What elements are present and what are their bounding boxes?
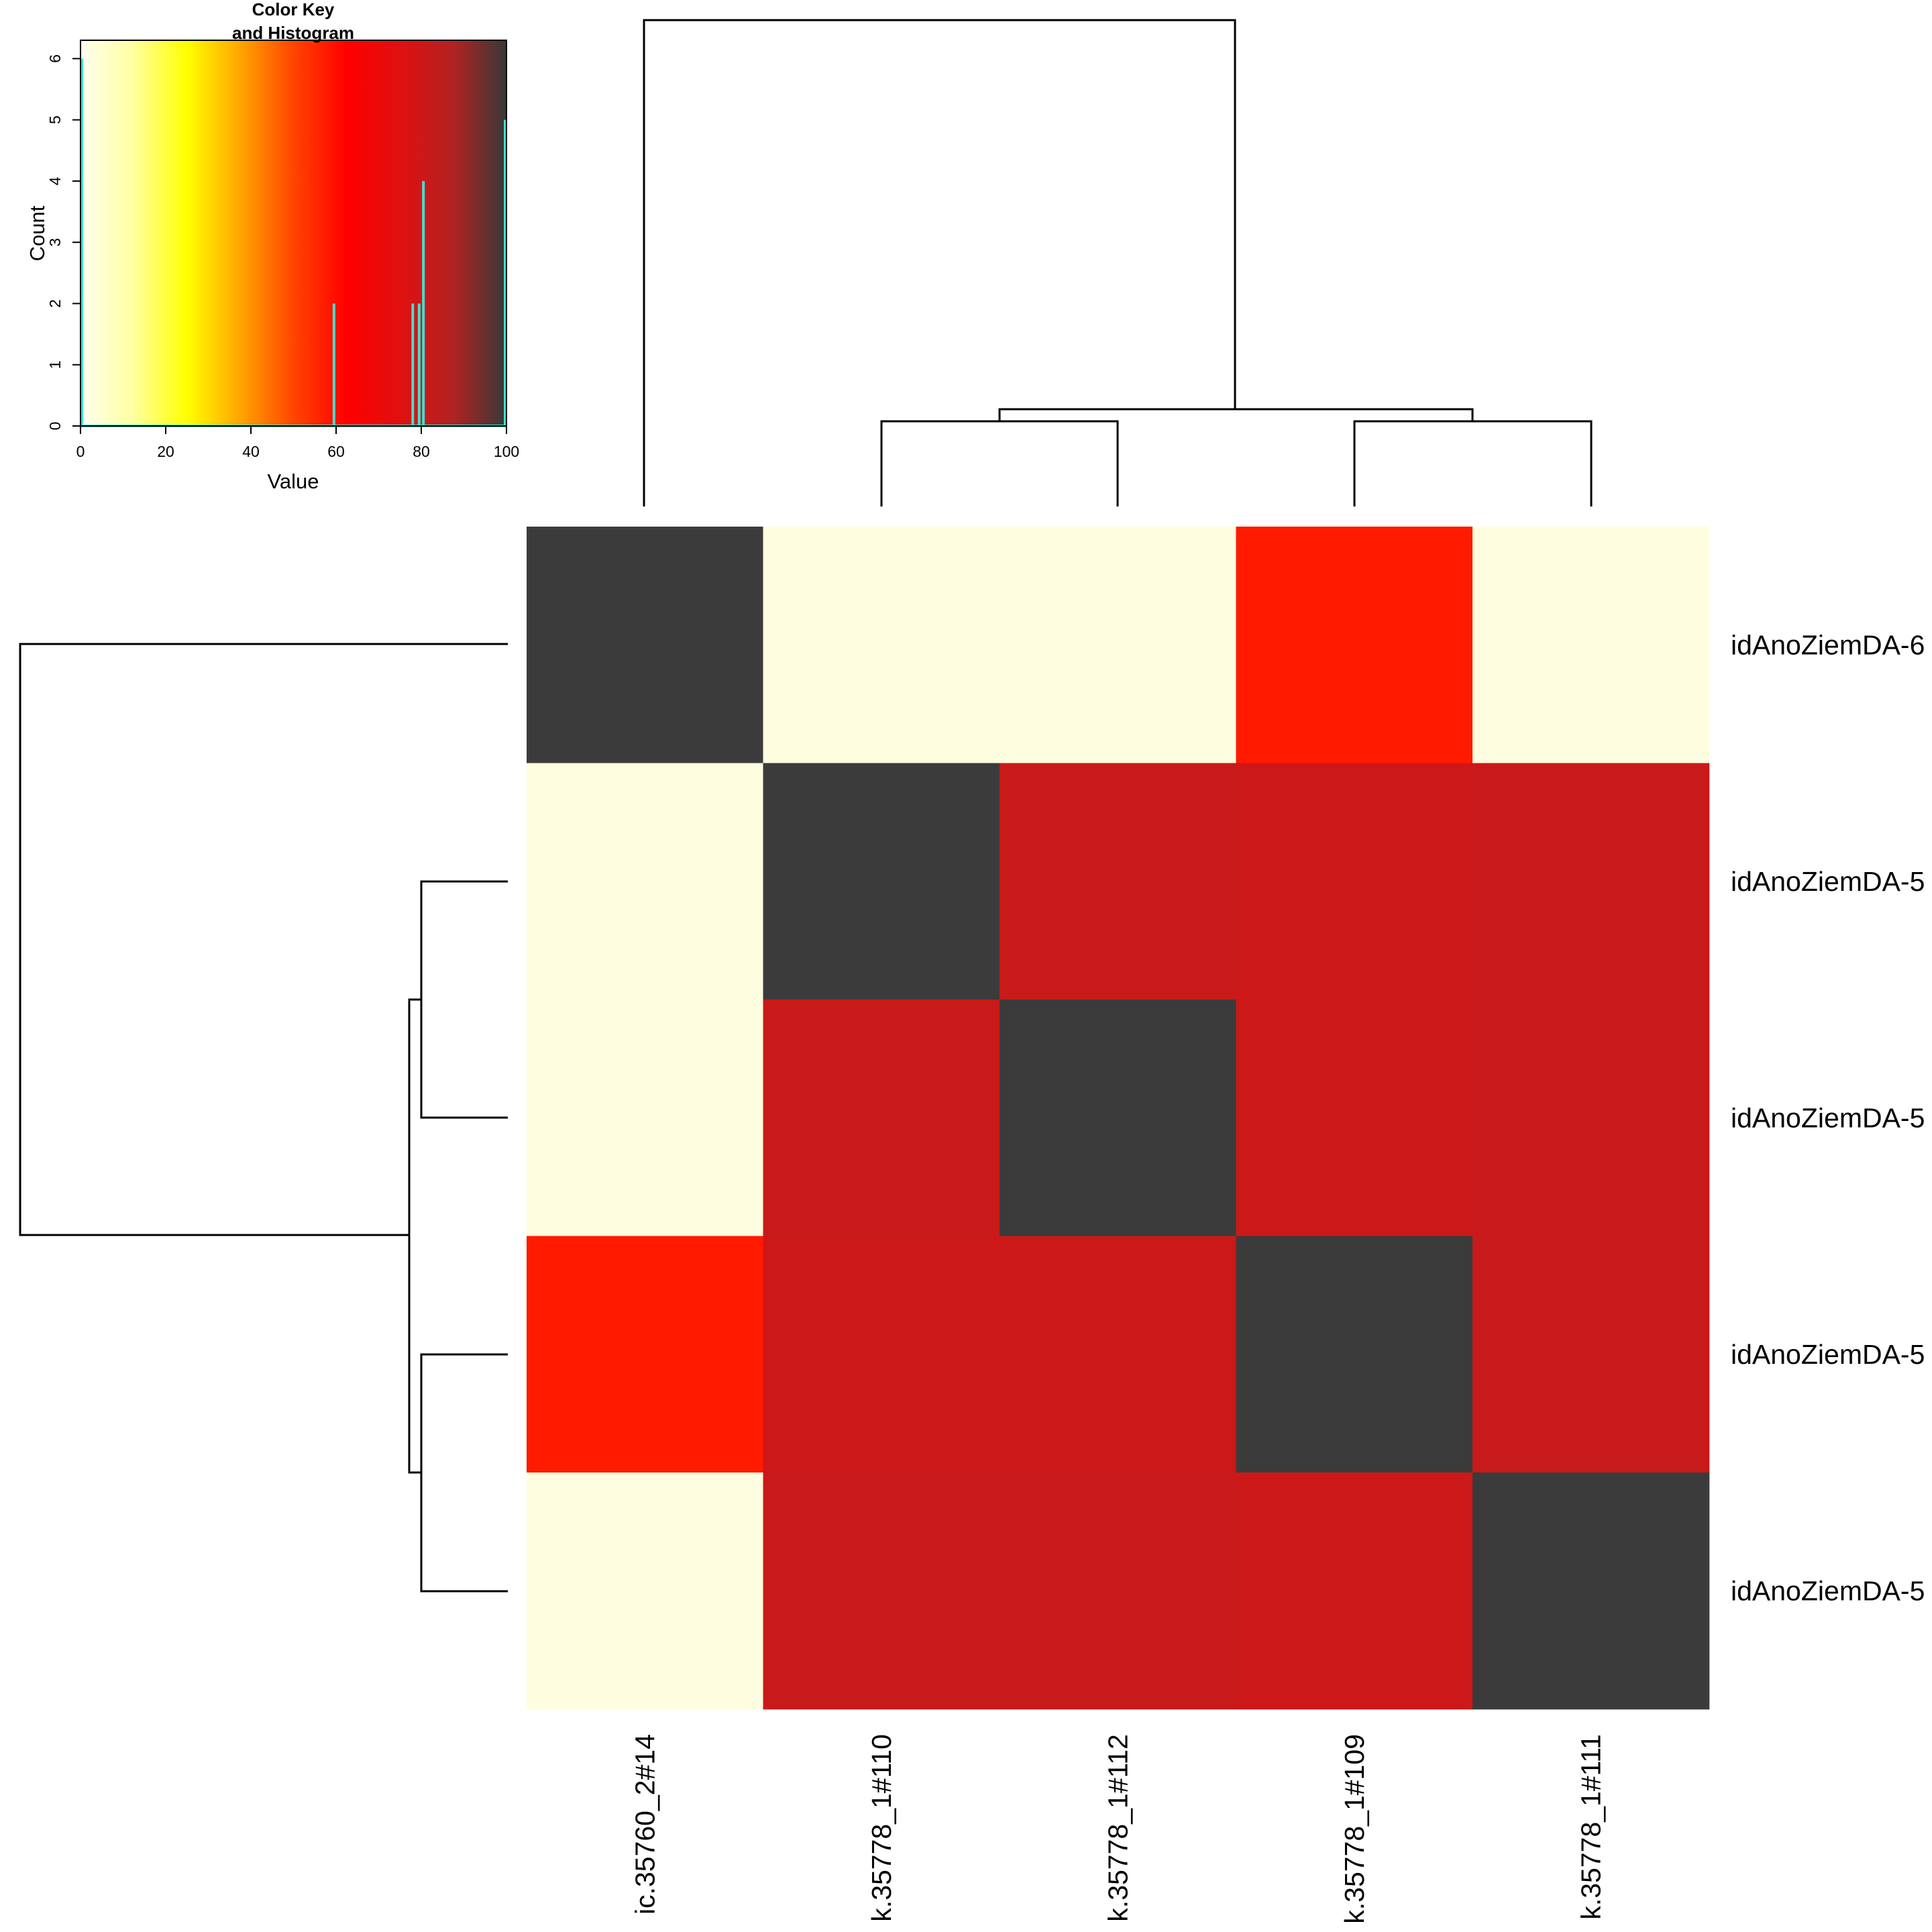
- row-dendrogram-bottom: [420, 1353, 508, 1593]
- y-tick-label: 6: [46, 54, 64, 63]
- column-label-5: k.35778_1#111: [1575, 1734, 1606, 1920]
- x-tick-label: 20: [157, 443, 174, 460]
- x-tick-label: 0: [76, 443, 85, 460]
- histogram-x-label: Value: [268, 470, 319, 493]
- heatmap-cell-r3-c5: [1472, 1000, 1710, 1237]
- row-dendrogram-top: [420, 880, 508, 1119]
- color-key-subtitle: and Histogram: [232, 23, 354, 43]
- histogram-y-label: Count: [25, 205, 49, 261]
- heatmap-cell-r5-c1: [527, 1472, 764, 1710]
- heatmap-cell-r2-c5: [1472, 763, 1710, 1000]
- y-tick-label: 1: [46, 360, 64, 369]
- heatmap-cell-r3-c4: [1236, 1000, 1473, 1237]
- column-dendrogram-right: [1353, 420, 1593, 506]
- row-labels: idAnoZiemDA-6 idAnoZiemDA-5 idAnoZiemDA-5 i…: [1731, 629, 1925, 1606]
- heatmap-cell-r2-c2: [763, 763, 1000, 1000]
- column-dendrogram-left: [880, 420, 1119, 506]
- color-key-gradient: [80, 40, 506, 426]
- column-dendrogram-root: [643, 19, 1236, 506]
- x-tick-label: 100: [494, 443, 519, 460]
- column-dendrogram: [643, 19, 1593, 506]
- heatmap-cell-r3-c3: [1000, 1000, 1237, 1237]
- color-key-histogram: 0 20 40 60 80 100 0 1 2 3 4 5 6 Color Key and Histo…: [25, 0, 519, 493]
- heatmap-cell-r2-c1: [527, 763, 764, 1000]
- column-label-2: k.35778_1#110: [866, 1734, 897, 1922]
- row-label-3: idAnoZiemDA-5: [1731, 1102, 1925, 1133]
- heatmap-cell-r1-c3: [1000, 527, 1237, 764]
- row-label-4: idAnoZiemDA-5: [1731, 1339, 1925, 1370]
- heatmap-cell-r3-c1: [527, 1000, 764, 1237]
- column-labels: ic.35760_2#14 k.35778_1#110 k.35778_1#112 k…: [629, 1734, 1606, 1924]
- y-tick-label: 4: [46, 176, 64, 185]
- heatmap-cell-r5-c2: [763, 1472, 1000, 1710]
- y-tick-label: 3: [46, 238, 64, 247]
- heatmap-cell-r5-c5: [1472, 1472, 1710, 1710]
- heatmap-cell-r4-c2: [763, 1236, 1000, 1473]
- column-dendrogram-mid: [998, 408, 1474, 421]
- y-tick-label: 0: [46, 422, 64, 431]
- heatmap-cell-r1-c4: [1236, 527, 1473, 764]
- heatmap-cell-r1-c5: [1472, 527, 1710, 764]
- heatmap-cell-r2-c4: [1236, 763, 1473, 1000]
- y-tick-label: 2: [46, 299, 64, 308]
- row-label-2: idAnoZiemDA-5: [1731, 866, 1925, 897]
- color-key-title: Color Key: [252, 0, 335, 19]
- column-label-4: k.35778_1#109: [1339, 1734, 1370, 1924]
- x-tick-label: 40: [242, 443, 260, 460]
- column-label-1: ic.35760_2#14: [629, 1734, 660, 1915]
- x-tick-label: 60: [327, 443, 345, 460]
- heatmap-cell-r3-c2: [763, 1000, 1000, 1237]
- histogram-x-axis: 0 20 40 60 80 100: [76, 425, 519, 460]
- column-label-3: k.35778_1#112: [1102, 1734, 1133, 1922]
- row-dendrogram: [19, 643, 508, 1593]
- row-label-1: idAnoZiemDA-6: [1731, 629, 1925, 660]
- histogram-y-axis: 0 1 2 3 4 5 6: [46, 54, 81, 431]
- heatmap-cell-r2-c3: [1000, 763, 1237, 1000]
- heatmap-cell-r4-c1: [527, 1236, 764, 1473]
- heatmap-cell-r4-c5: [1472, 1236, 1710, 1473]
- heatmap-cell-r4-c4: [1236, 1236, 1473, 1473]
- row-label-5: idAnoZiemDA-5: [1731, 1575, 1925, 1606]
- heatmap-cell-r1-c1: [527, 527, 764, 764]
- row-dendrogram-mid: [408, 998, 421, 1474]
- row-dendrogram-root: [19, 643, 508, 1236]
- heatmap-cells: [527, 527, 1710, 1710]
- heatmap-cell-r5-c3: [1000, 1472, 1237, 1710]
- heatmap-cell-r4-c3: [1000, 1236, 1237, 1473]
- y-tick-label: 5: [46, 115, 64, 124]
- heatmap-cell-r5-c4: [1236, 1472, 1473, 1710]
- heatmap-cell-r1-c2: [763, 527, 1000, 764]
- x-tick-label: 80: [413, 443, 430, 460]
